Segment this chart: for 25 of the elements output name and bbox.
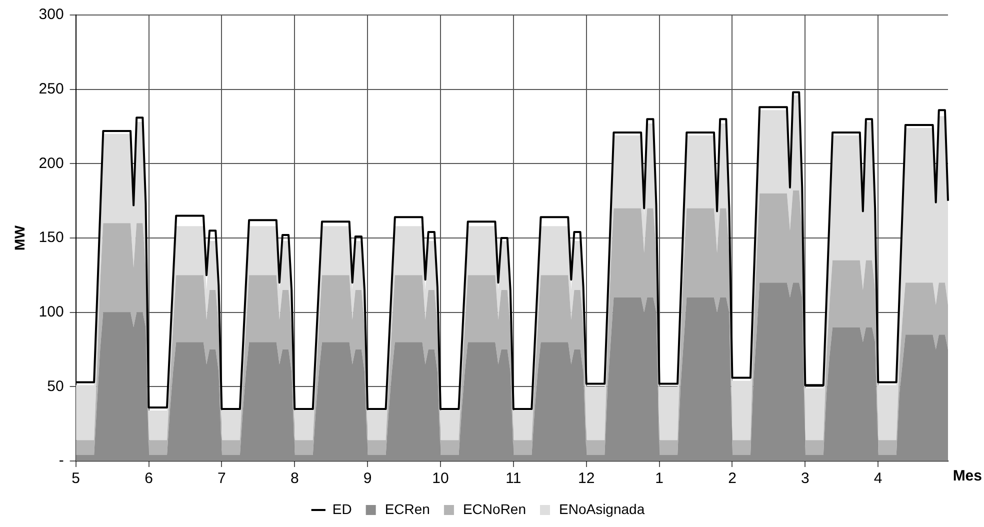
legend-label: ECRen <box>384 500 430 517</box>
x-tick-label: 10 <box>432 470 449 488</box>
x-tick-label: 3 <box>801 470 810 488</box>
x-tick-label: 8 <box>290 470 299 488</box>
y-tick-label: 200 <box>38 154 64 172</box>
y-tick-label: 300 <box>38 6 64 24</box>
text: Mes <box>952 468 982 485</box>
x-tick-label: 2 <box>728 470 736 488</box>
x-tick-label: 7 <box>218 470 226 488</box>
x-tick-label: 5 <box>72 470 80 488</box>
y-axis-title: MW <box>11 224 28 250</box>
x-tick-label: 4 <box>874 470 882 488</box>
y-tick-label: 250 <box>38 80 64 98</box>
x-tick-label: 11 <box>506 470 522 488</box>
y-tick-label: 50 <box>47 378 64 395</box>
x-tick-label: 9 <box>363 470 372 488</box>
legend-label: ENoAsignada <box>558 500 645 517</box>
y-tick-label: - <box>58 452 64 470</box>
legend-label: ED <box>332 500 352 517</box>
x-tick-label: 1 <box>655 470 664 488</box>
legend-label: ECNoRen <box>462 500 526 517</box>
y-tick-label: 100 <box>38 303 64 320</box>
y-tick-label: 150 <box>38 229 64 246</box>
x-tick-label: 6 <box>144 470 153 488</box>
x-tick-label: 12 <box>578 470 595 488</box>
